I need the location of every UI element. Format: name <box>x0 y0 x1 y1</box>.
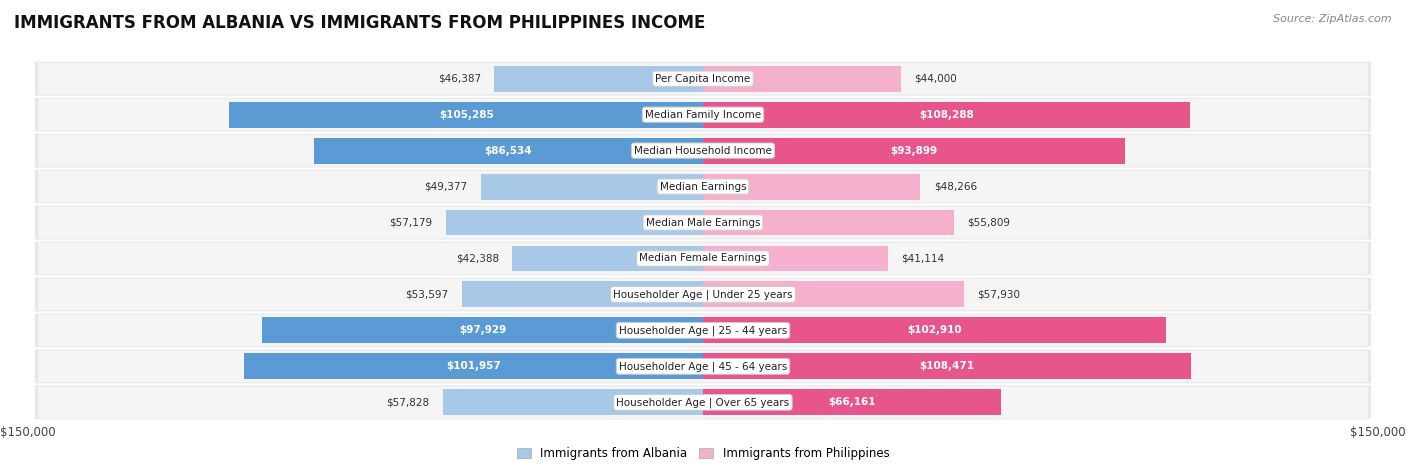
Text: Median Earnings: Median Earnings <box>659 182 747 191</box>
Text: Median Female Earnings: Median Female Earnings <box>640 254 766 263</box>
Bar <box>703 174 920 199</box>
Text: Per Capita Income: Per Capita Income <box>655 74 751 84</box>
Text: Median Male Earnings: Median Male Earnings <box>645 218 761 227</box>
Bar <box>229 102 703 127</box>
FancyBboxPatch shape <box>35 98 1371 132</box>
Text: Householder Age | Over 65 years: Householder Age | Over 65 years <box>616 397 790 408</box>
FancyBboxPatch shape <box>38 315 1368 346</box>
Text: $48,266: $48,266 <box>934 182 977 191</box>
FancyBboxPatch shape <box>35 205 1371 240</box>
FancyBboxPatch shape <box>35 170 1371 204</box>
Bar <box>703 210 955 235</box>
Text: Median Family Income: Median Family Income <box>645 110 761 120</box>
Bar <box>512 246 703 271</box>
Text: $66,161: $66,161 <box>828 397 876 407</box>
Text: $97,929: $97,929 <box>460 325 506 335</box>
Bar <box>703 389 1001 415</box>
FancyBboxPatch shape <box>35 62 1371 96</box>
Bar <box>495 66 703 92</box>
Text: $49,377: $49,377 <box>425 182 467 191</box>
Bar <box>703 138 1125 163</box>
Text: $46,387: $46,387 <box>437 74 481 84</box>
Text: Householder Age | Under 25 years: Householder Age | Under 25 years <box>613 289 793 300</box>
Text: $86,534: $86,534 <box>485 146 531 156</box>
Text: $44,000: $44,000 <box>914 74 957 84</box>
FancyBboxPatch shape <box>38 135 1368 166</box>
FancyBboxPatch shape <box>38 63 1368 94</box>
FancyBboxPatch shape <box>38 351 1368 382</box>
Text: $57,828: $57,828 <box>387 397 429 407</box>
FancyBboxPatch shape <box>35 277 1371 311</box>
Bar <box>446 210 703 235</box>
Text: $93,899: $93,899 <box>890 146 938 156</box>
Text: $105,285: $105,285 <box>439 110 494 120</box>
FancyBboxPatch shape <box>35 385 1371 419</box>
Bar <box>263 318 703 343</box>
Text: $42,388: $42,388 <box>456 254 499 263</box>
Bar <box>245 354 703 379</box>
Text: $55,809: $55,809 <box>967 218 1011 227</box>
Text: $57,930: $57,930 <box>977 290 1021 299</box>
FancyBboxPatch shape <box>35 241 1371 276</box>
FancyBboxPatch shape <box>35 313 1371 347</box>
FancyBboxPatch shape <box>38 171 1368 202</box>
Text: $102,910: $102,910 <box>907 325 962 335</box>
FancyBboxPatch shape <box>38 207 1368 238</box>
Text: $57,179: $57,179 <box>389 218 432 227</box>
Bar <box>703 66 901 92</box>
FancyBboxPatch shape <box>38 243 1368 274</box>
Bar <box>461 282 703 307</box>
Text: $108,471: $108,471 <box>920 361 974 371</box>
Bar <box>703 354 1191 379</box>
Bar <box>703 102 1191 127</box>
Text: IMMIGRANTS FROM ALBANIA VS IMMIGRANTS FROM PHILIPPINES INCOME: IMMIGRANTS FROM ALBANIA VS IMMIGRANTS FR… <box>14 14 706 32</box>
Bar <box>703 282 963 307</box>
Text: Median Household Income: Median Household Income <box>634 146 772 156</box>
Text: Householder Age | 25 - 44 years: Householder Age | 25 - 44 years <box>619 325 787 336</box>
FancyBboxPatch shape <box>38 99 1368 130</box>
Text: Source: ZipAtlas.com: Source: ZipAtlas.com <box>1274 14 1392 24</box>
Bar <box>314 138 703 163</box>
FancyBboxPatch shape <box>38 279 1368 310</box>
Bar <box>443 389 703 415</box>
FancyBboxPatch shape <box>35 134 1371 168</box>
Text: $108,288: $108,288 <box>920 110 974 120</box>
Bar <box>481 174 703 199</box>
Text: $101,957: $101,957 <box>446 361 501 371</box>
Bar <box>703 318 1166 343</box>
Text: Householder Age | 45 - 64 years: Householder Age | 45 - 64 years <box>619 361 787 372</box>
Text: $41,114: $41,114 <box>901 254 945 263</box>
FancyBboxPatch shape <box>35 349 1371 383</box>
Legend: Immigrants from Albania, Immigrants from Philippines: Immigrants from Albania, Immigrants from… <box>512 442 894 465</box>
Bar <box>703 246 889 271</box>
Text: $53,597: $53,597 <box>405 290 449 299</box>
FancyBboxPatch shape <box>38 387 1368 418</box>
